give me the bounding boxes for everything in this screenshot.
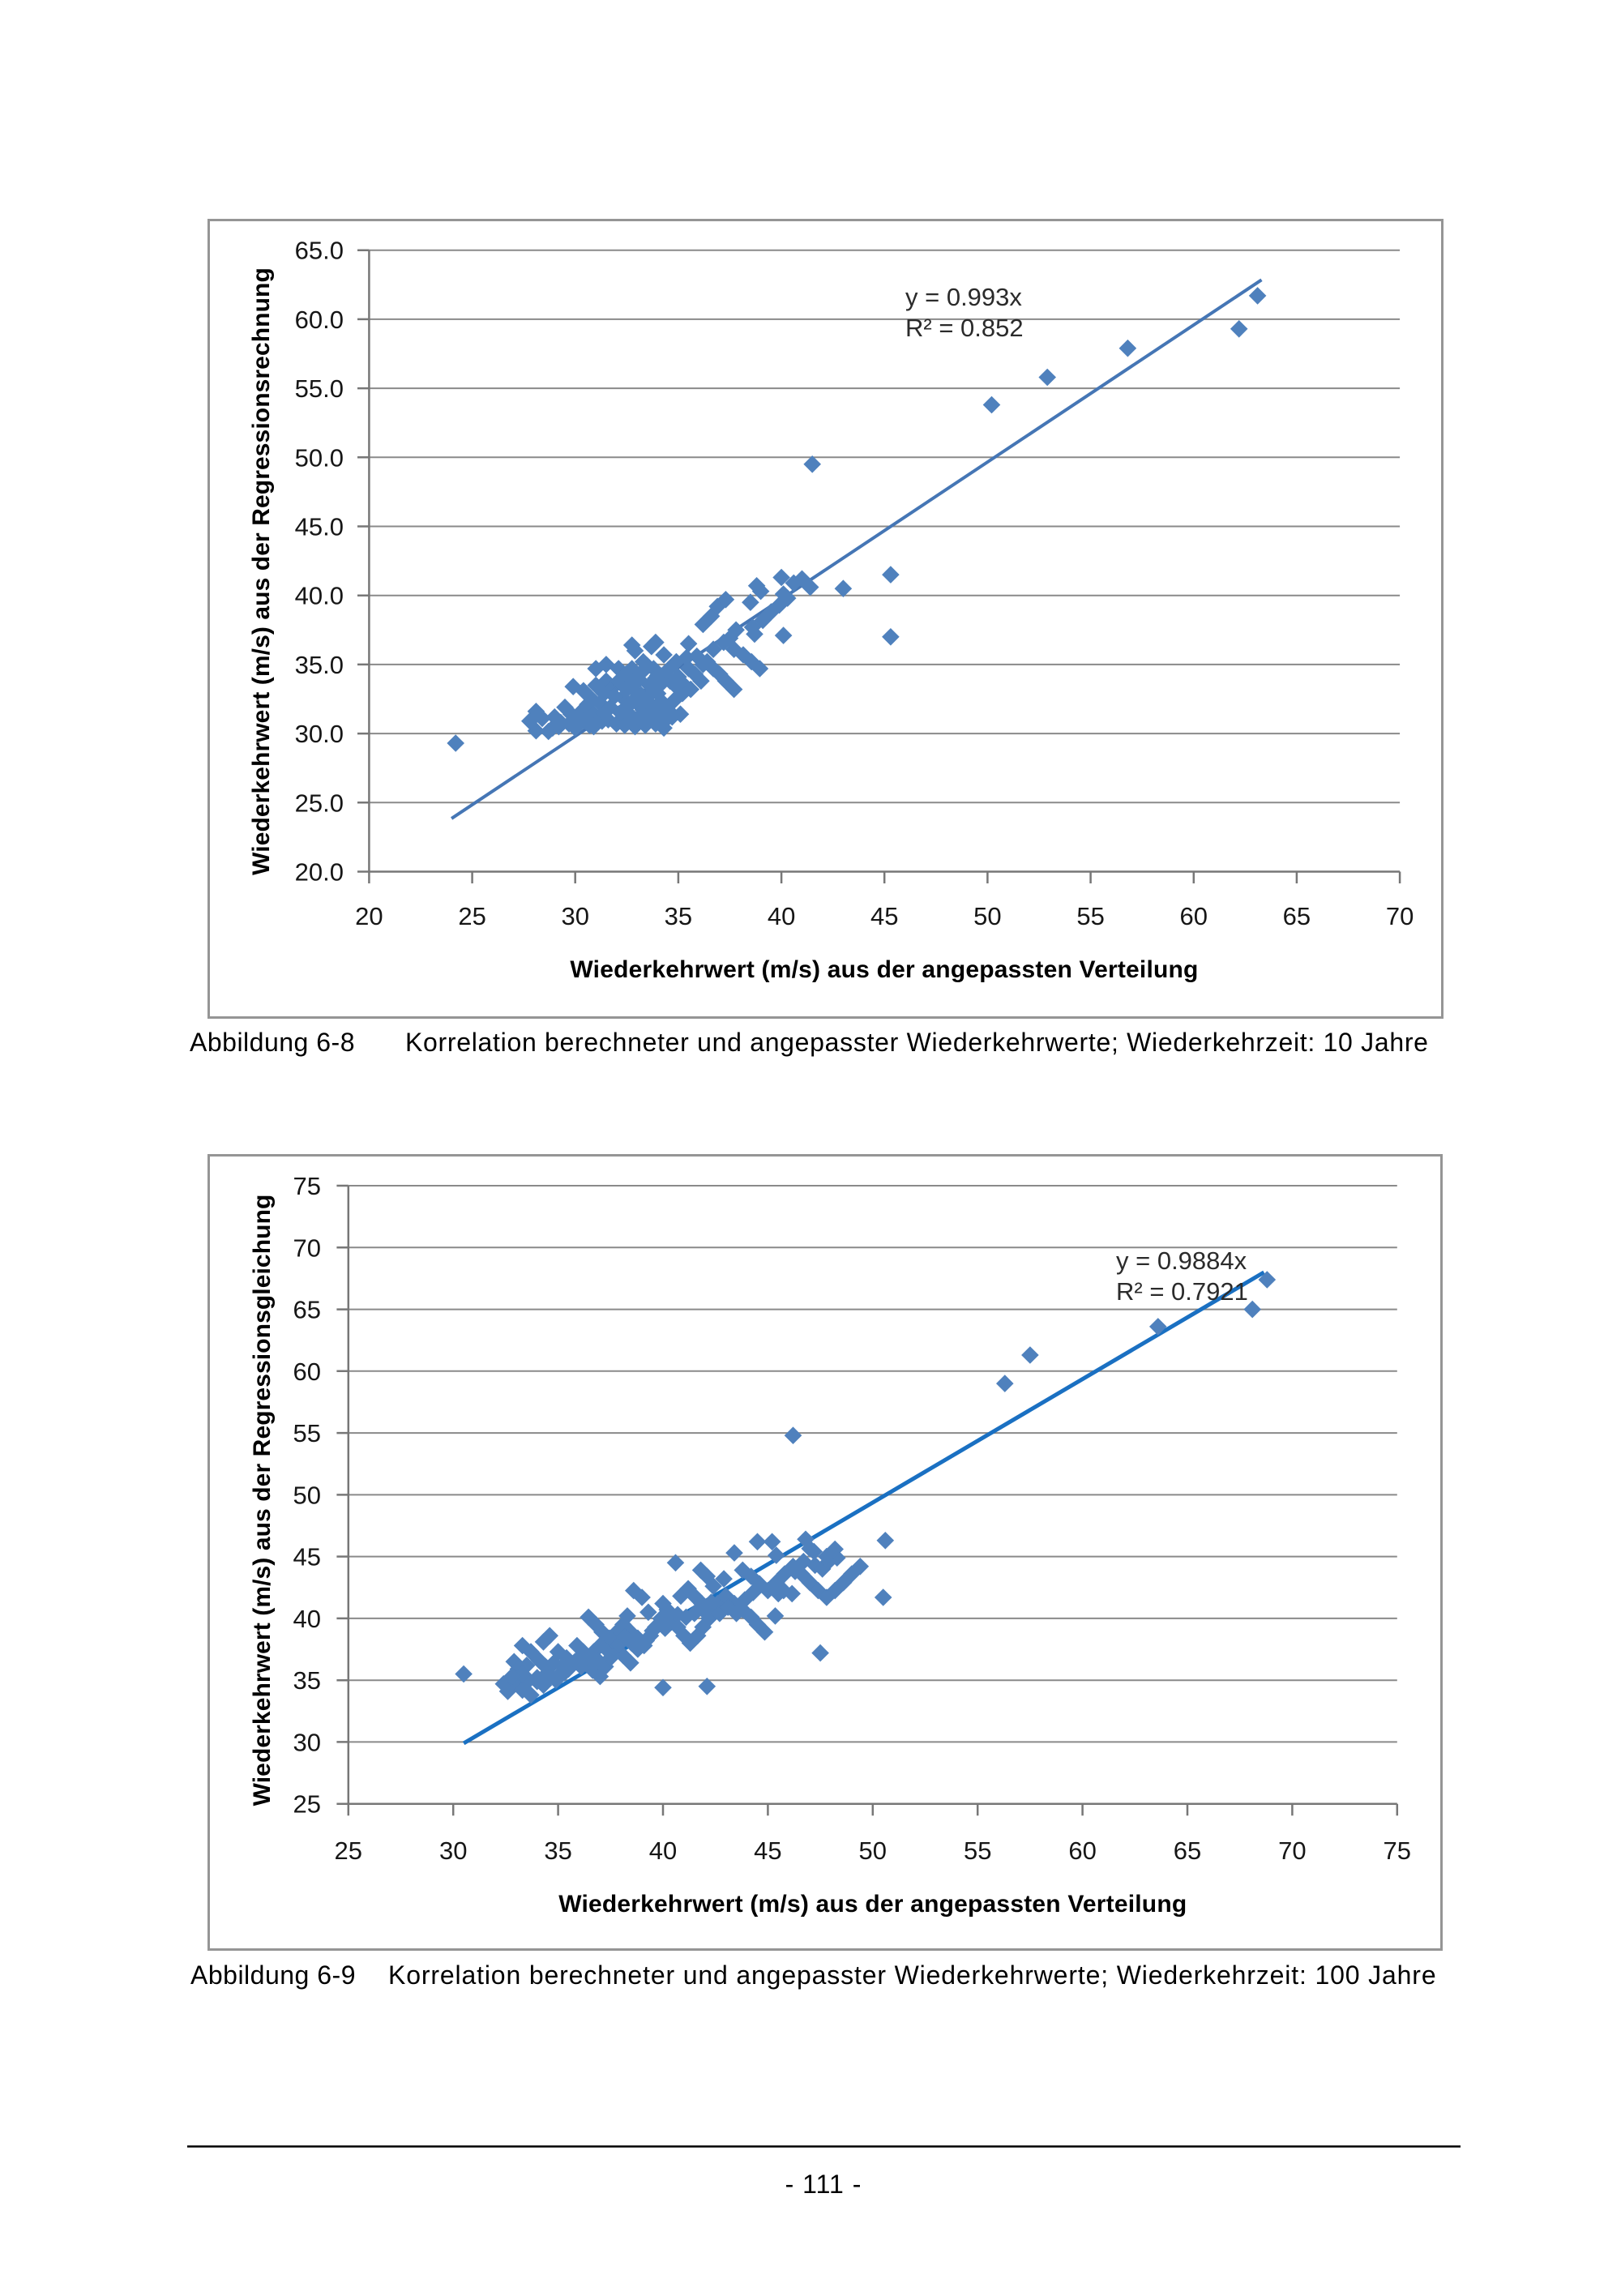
svg-text:Wiederkehrwert (m/s) aus der R: Wiederkehrwert (m/s) aus der Regressions…: [249, 1195, 276, 1806]
svg-text:65: 65: [293, 1296, 321, 1324]
svg-text:25: 25: [335, 1836, 362, 1865]
svg-text:55: 55: [293, 1419, 321, 1447]
svg-text:45.0: 45.0: [295, 513, 344, 541]
svg-text:30.0: 30.0: [295, 720, 344, 748]
svg-text:35: 35: [544, 1836, 571, 1865]
svg-text:75: 75: [293, 1172, 321, 1200]
svg-text:65.0: 65.0: [295, 237, 344, 265]
svg-text:35: 35: [293, 1666, 321, 1695]
svg-text:Wiederkehrwert (m/s) aus der a: Wiederkehrwert (m/s) aus der angepassten…: [570, 956, 1198, 983]
svg-text:45: 45: [293, 1543, 321, 1571]
svg-text:70: 70: [1386, 902, 1414, 930]
svg-text:30: 30: [439, 1836, 467, 1865]
svg-text:Wiederkehrwert (m/s) aus der R: Wiederkehrwert (m/s) aus der Regressions…: [248, 267, 275, 875]
svg-text:45: 45: [870, 902, 898, 930]
svg-text:40.0: 40.0: [295, 582, 344, 610]
svg-text:- 111 -: - 111 -: [785, 2170, 862, 2199]
svg-text:55: 55: [964, 1836, 991, 1865]
svg-text:25: 25: [458, 902, 485, 930]
svg-text:Wiederkehrwert (m/s) aus der a: Wiederkehrwert (m/s) aus der angepassten…: [558, 1891, 1187, 1918]
svg-text:25.0: 25.0: [295, 789, 344, 817]
svg-text:Abbildung 6-8: Abbildung 6-8: [190, 1028, 355, 1057]
svg-text:R² = 0.852: R² = 0.852: [905, 314, 1024, 342]
svg-text:45: 45: [754, 1836, 781, 1865]
svg-text:y = 0.993x: y = 0.993x: [905, 283, 1022, 311]
svg-text:35.0: 35.0: [295, 651, 344, 679]
svg-text:y = 0.9884x: y = 0.9884x: [1116, 1246, 1247, 1275]
svg-text:30: 30: [293, 1728, 321, 1756]
svg-text:70: 70: [293, 1234, 321, 1262]
svg-text:20: 20: [355, 902, 383, 930]
svg-text:Korrelation berechneter und an: Korrelation berechneter und angepasster …: [388, 1960, 1436, 1990]
svg-text:40: 40: [768, 902, 795, 930]
svg-text:70: 70: [1278, 1836, 1306, 1865]
svg-text:55.0: 55.0: [295, 374, 344, 403]
svg-text:50: 50: [859, 1836, 887, 1865]
svg-text:60: 60: [1180, 902, 1208, 930]
svg-text:Korrelation berechneter und an: Korrelation berechneter und angepasster …: [405, 1028, 1429, 1057]
svg-text:50: 50: [973, 902, 1001, 930]
svg-text:Abbildung 6-9: Abbildung 6-9: [190, 1960, 356, 1990]
svg-text:50.0: 50.0: [295, 443, 344, 472]
svg-text:60: 60: [293, 1358, 321, 1386]
svg-text:60.0: 60.0: [295, 306, 344, 334]
svg-text:50: 50: [293, 1481, 321, 1509]
svg-text:20.0: 20.0: [295, 858, 344, 887]
svg-text:65: 65: [1174, 1836, 1201, 1865]
svg-text:40: 40: [293, 1605, 321, 1633]
svg-text:60: 60: [1068, 1836, 1096, 1865]
svg-text:65: 65: [1283, 902, 1311, 930]
svg-text:35: 35: [665, 902, 692, 930]
svg-text:30: 30: [561, 902, 588, 930]
svg-text:75: 75: [1384, 1836, 1411, 1865]
svg-text:25: 25: [293, 1790, 321, 1819]
svg-text:R² = 0.7921: R² = 0.7921: [1116, 1277, 1248, 1306]
svg-text:55: 55: [1076, 902, 1104, 930]
svg-text:40: 40: [649, 1836, 677, 1865]
